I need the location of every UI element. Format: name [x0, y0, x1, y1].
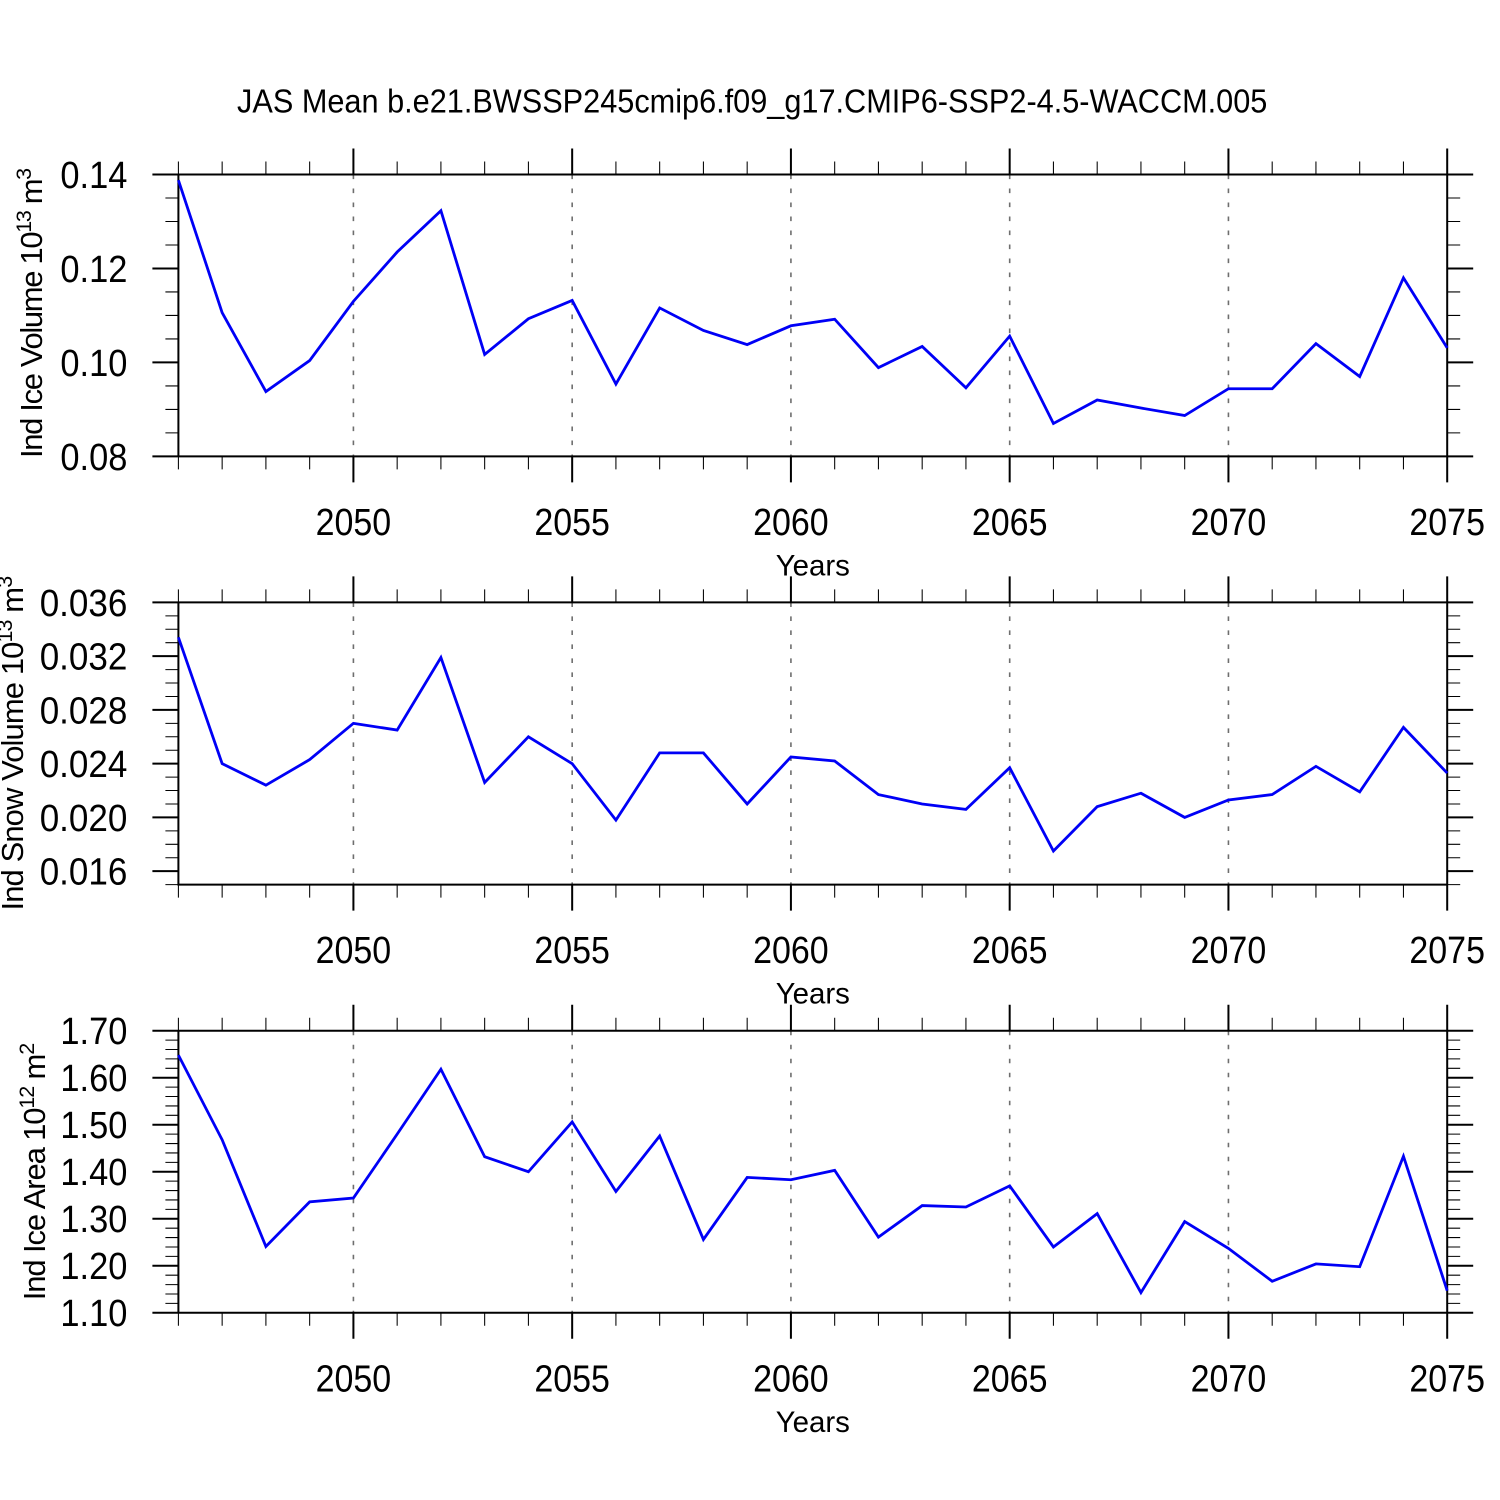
svg-text:2070: 2070 [1191, 1358, 1267, 1400]
svg-text:1.20: 1.20 [60, 1246, 127, 1288]
svg-text:0.12: 0.12 [60, 249, 127, 291]
svg-text:2055: 2055 [534, 1358, 610, 1400]
svg-text:2060: 2060 [753, 930, 829, 972]
svg-text:2075: 2075 [1409, 502, 1485, 544]
svg-text:2050: 2050 [316, 930, 392, 972]
svg-text:2070: 2070 [1191, 930, 1267, 972]
svg-text:2065: 2065 [972, 502, 1048, 544]
svg-text:1.70: 1.70 [60, 1011, 127, 1053]
svg-text:2050: 2050 [316, 1358, 392, 1400]
svg-text:0.020: 0.020 [40, 798, 128, 840]
svg-text:0.016: 0.016 [40, 852, 128, 894]
svg-text:1.40: 1.40 [60, 1152, 127, 1194]
svg-text:1.50: 1.50 [60, 1105, 127, 1147]
svg-text:2065: 2065 [972, 930, 1048, 972]
svg-text:2060: 2060 [753, 502, 829, 544]
svg-text:2055: 2055 [534, 502, 610, 544]
svg-text:1.60: 1.60 [60, 1058, 127, 1100]
svg-text:0.14: 0.14 [60, 155, 127, 197]
svg-text:Years: Years [776, 549, 850, 582]
svg-text:Years: Years [776, 978, 850, 1011]
svg-text:2070: 2070 [1191, 502, 1267, 544]
svg-text:Ind Ice Volume 1013 m3: Ind Ice Volume 1013 m3 [12, 168, 49, 458]
svg-text:2060: 2060 [753, 1358, 829, 1400]
svg-text:0.036: 0.036 [40, 583, 128, 625]
svg-text:2075: 2075 [1409, 930, 1485, 972]
svg-text:1.10: 1.10 [60, 1293, 127, 1335]
svg-text:0.024: 0.024 [40, 744, 128, 786]
svg-text:2050: 2050 [316, 502, 392, 544]
svg-text:2065: 2065 [972, 1358, 1048, 1400]
svg-text:0.10: 0.10 [60, 343, 127, 385]
svg-text:0.032: 0.032 [40, 637, 128, 679]
svg-text:0.08: 0.08 [60, 437, 127, 479]
svg-text:Ind Ice Area 1012 m2: Ind Ice Area 1012 m2 [15, 1044, 52, 1300]
svg-text:2075: 2075 [1409, 1358, 1485, 1400]
svg-text:JAS Mean b.e21.BWSSP245cmip6.f: JAS Mean b.e21.BWSSP245cmip6.f09_g17.CMI… [237, 83, 1267, 120]
svg-text:0.028: 0.028 [40, 690, 128, 732]
svg-text:Years: Years [776, 1406, 850, 1439]
svg-text:2055: 2055 [534, 930, 610, 972]
svg-text:1.30: 1.30 [60, 1199, 127, 1241]
svg-text:Ind Snow Volume 1013 m3: Ind Snow Volume 1013 m3 [0, 576, 30, 911]
